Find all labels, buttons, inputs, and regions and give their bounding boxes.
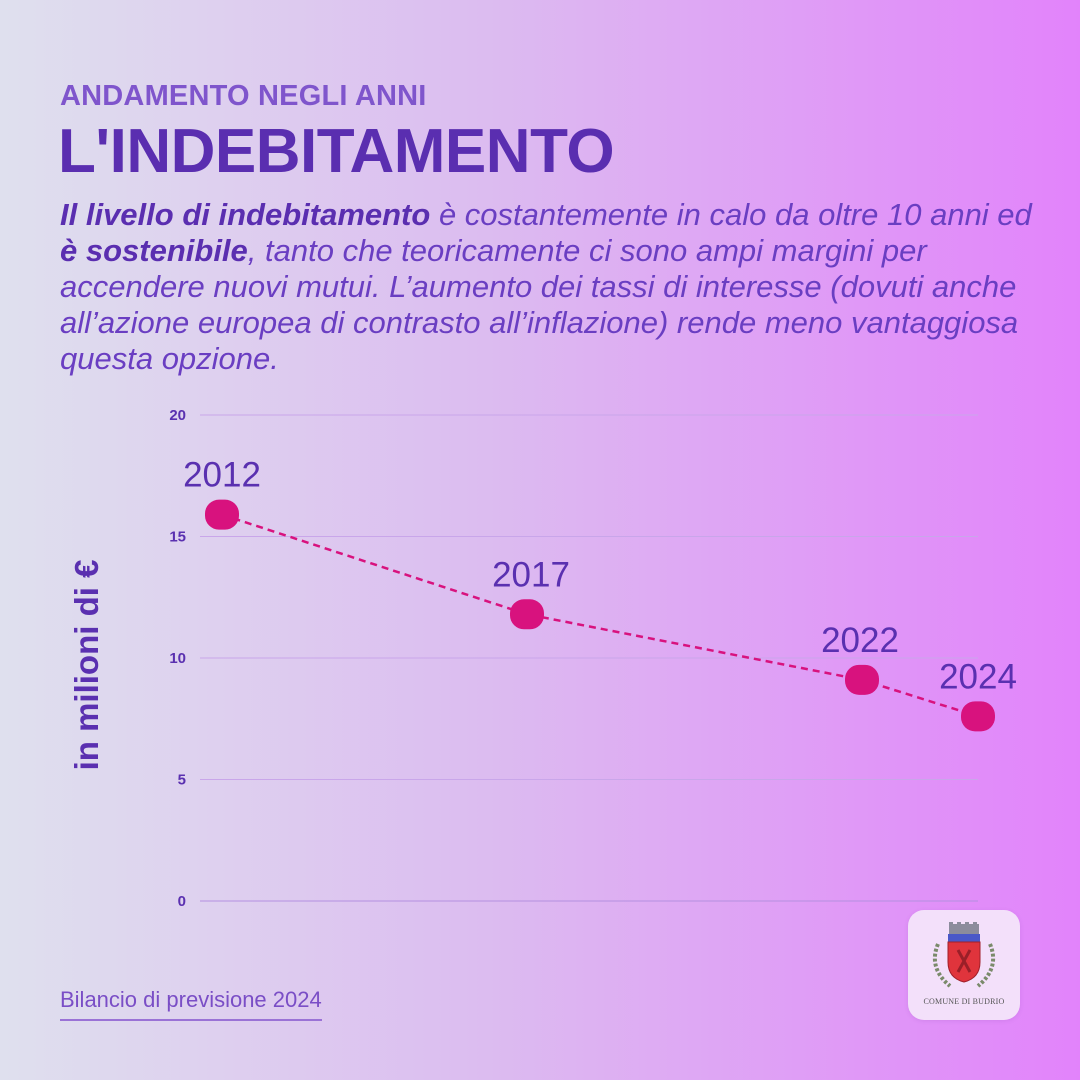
description-paragraph: Il livello di indebitamento è costanteme… [60, 197, 1050, 377]
footer-caption: Bilancio di previsione 2024 [60, 987, 322, 1021]
description-text-1: è costantemente in calo da oltre 10 anni… [430, 197, 1032, 232]
y-tick-labels: 0 5 10 15 20 [169, 407, 186, 910]
grid-lines [200, 414, 978, 902]
chart-title: L'INDEBITAMENTO [58, 117, 615, 186]
year-label: 2024 [939, 657, 1017, 696]
y-tick-label: 15 [169, 529, 186, 546]
logo-caption: COMUNE DI BUDRIO [923, 997, 1005, 1006]
year-label: 2012 [183, 456, 261, 495]
data-points [205, 499, 995, 732]
y-tick-label: 20 [169, 407, 186, 424]
description-bold-1: Il livello di indebitamento [60, 197, 431, 232]
data-point [961, 701, 995, 732]
data-point [205, 499, 239, 530]
coat-of-arms-icon [933, 922, 995, 988]
year-labels: 2012 2017 2022 2024 [183, 456, 1017, 697]
year-label: 2022 [821, 621, 899, 660]
series-line [221, 513, 979, 718]
y-axis-label: in milioni di € [68, 560, 105, 771]
y-tick-label: 10 [169, 650, 186, 667]
municipality-logo: COMUNE DI BUDRIO [908, 910, 1020, 1020]
description-bold-2: è sostenibile [60, 233, 248, 268]
description-text-2: , tanto che teoricamente ci sono ampi ma… [60, 233, 1019, 376]
data-point [510, 599, 544, 630]
year-label: 2017 [492, 555, 570, 594]
chart-subtitle: ANDAMENTO NEGLI ANNI [60, 80, 427, 112]
data-point [845, 664, 879, 695]
y-tick-label: 0 [178, 893, 186, 910]
y-tick-label: 5 [178, 772, 186, 789]
